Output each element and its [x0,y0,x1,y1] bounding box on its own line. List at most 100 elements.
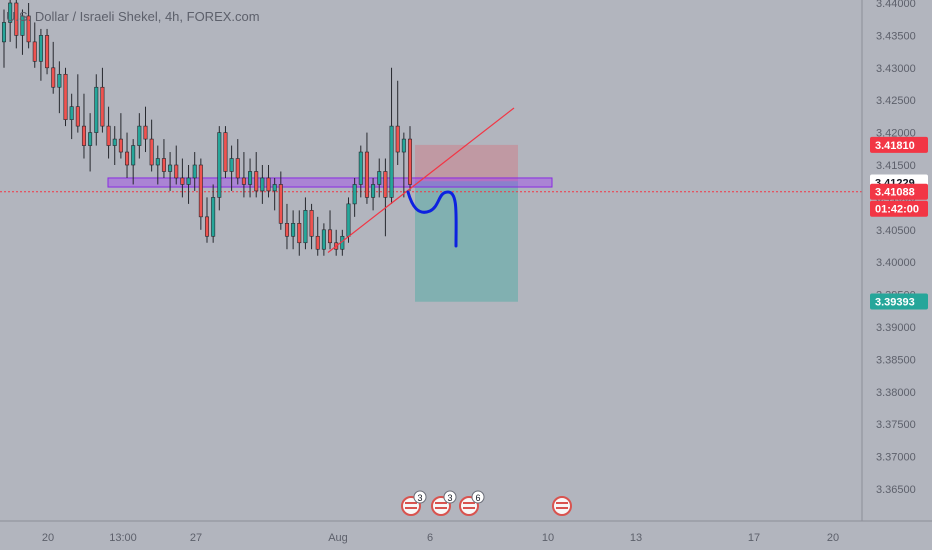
candle-body [395,125,400,153]
price-tick-label: 3.40000 [876,257,916,269]
candle-body [149,138,154,166]
event-count-badge [443,490,457,504]
time-tick-label: 6 [427,532,433,544]
time-tick-label: 13 [630,532,642,544]
candle-body [168,164,173,172]
event-count-label: 3 [447,493,452,503]
price-tick-label: 3.42000 [876,128,916,140]
time-tick-label: 20 [42,532,54,544]
candle-body [45,35,50,69]
price-tick-label: 3.37500 [876,419,916,431]
candle-body [131,145,136,166]
candle-body [26,15,31,43]
trendline [327,107,515,253]
candle-body [272,184,277,192]
candle-body [198,164,203,218]
candle-body [106,125,111,146]
support-zone [107,177,553,188]
candle-body [315,235,320,250]
candle-body [88,132,93,146]
time-tick-label: 10 [542,532,554,544]
candle-body [180,177,185,185]
countdown-text: 01:42:00 [875,204,919,216]
price-label-box [870,183,928,200]
candle-body [57,73,62,88]
event-count-label: 6 [475,493,480,503]
candle-body [291,223,296,237]
candle-body [75,106,80,127]
time-tick-label: 20 [827,532,839,544]
candle-body [211,197,216,237]
candle-body [112,138,117,146]
price-label-text: 3.39393 [875,297,915,309]
candle-body [14,2,19,36]
candle-body [174,164,179,179]
candle-body [321,229,326,250]
price-tick-label: 3.41500 [876,160,916,172]
candle-body [248,171,253,185]
candle-body [94,86,99,133]
price-tick-label: 3.40500 [876,225,916,237]
price-tick-label: 3.43000 [876,63,916,75]
candle-body [352,184,357,205]
candle-body [8,2,13,23]
candle-body [377,171,382,185]
candle-body [241,177,246,185]
projection-path [406,190,458,248]
candle-body [383,171,388,198]
candle-body [309,210,314,237]
price-label-text: 3.41088 [875,187,915,199]
countdown-box [870,200,928,217]
time-tick-label: Aug [328,532,348,544]
candle-body [100,86,105,127]
candle-body [118,138,123,153]
candle-body [358,151,363,185]
price-tick-label: 3.44000 [876,0,916,10]
candle-body [284,223,289,237]
candle-body [137,125,142,146]
candle-body [69,106,74,120]
event-count-label: 3 [417,493,422,503]
take-profit-box [415,181,518,302]
candle-body [205,216,210,237]
candle-body [143,125,148,140]
price-tick-label: 3.36500 [876,484,916,496]
event-count-badge [413,490,427,504]
price-tick-label: 3.38500 [876,354,916,366]
candle-body [20,15,25,36]
price-label-box [870,136,928,153]
candle-body [235,158,240,179]
price-label-text: 3.41810 [875,140,915,152]
candle-body [81,125,86,146]
candle-body [328,229,333,244]
price-label-box [870,293,928,310]
candle-body [278,184,283,224]
candle-body [297,223,302,244]
candle-body [1,22,7,43]
price-tick-label: 3.38000 [876,387,916,399]
candle-body [229,158,234,172]
candle-body [38,35,43,62]
time-tick-label: 17 [748,532,760,544]
stop-loss-box [415,144,518,182]
candle-body [155,158,160,166]
candle-body [186,177,191,185]
candle-body [303,210,308,244]
candle-body [364,151,369,198]
candle-body [125,151,130,166]
time-tick-label: 27 [190,532,202,544]
candle-body [254,171,259,192]
candle-body [63,73,68,120]
candle-body [346,203,351,237]
candle-body [32,41,37,62]
candle-body [217,132,222,198]
price-tick-label: 3.37000 [876,452,916,464]
candle-body [223,132,228,172]
candle-body [371,184,376,198]
candle-body [192,164,197,179]
candle-body [389,125,394,198]
candle-body [260,177,265,192]
